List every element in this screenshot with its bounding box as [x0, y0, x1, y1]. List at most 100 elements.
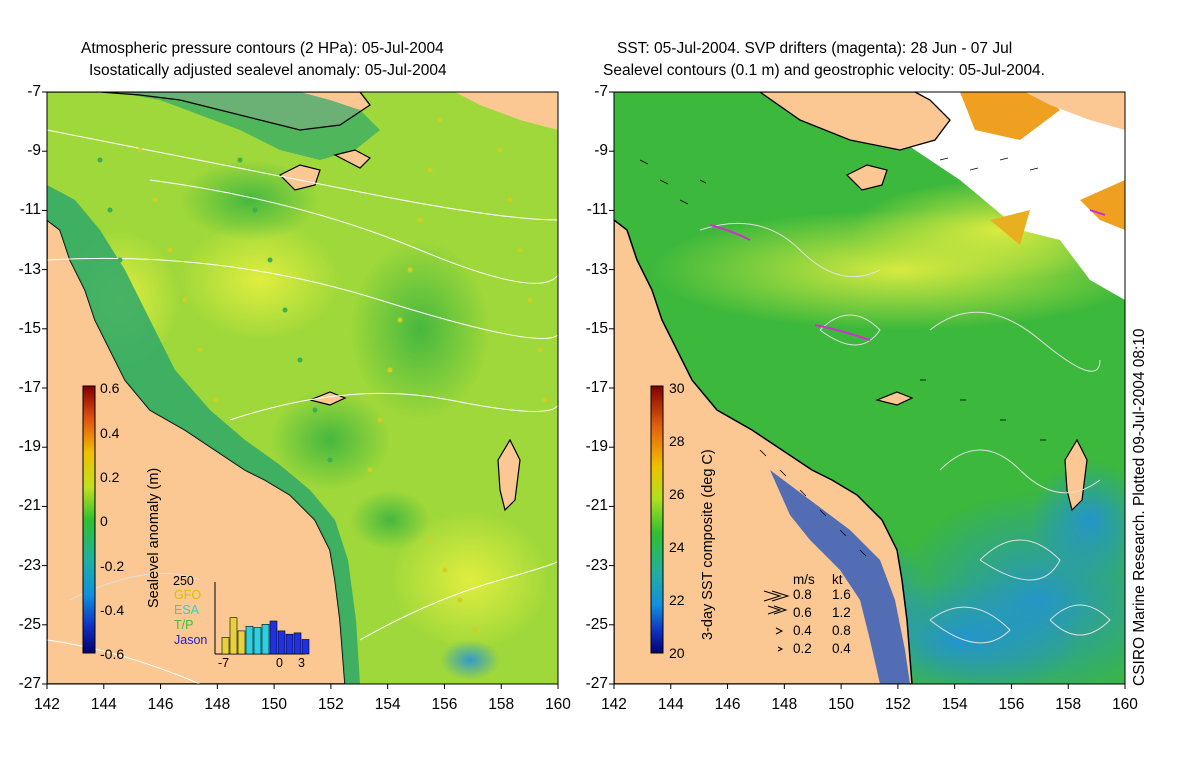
left-colorbar	[82, 385, 96, 654]
velocity-arrows	[639, 157, 1046, 557]
inset-bar	[261, 623, 270, 655]
left-title-line2: Isostatically adjusted sealevel anomaly:…	[89, 62, 447, 79]
inset-x-tick: 3	[298, 656, 305, 670]
lon-tick-label: 150	[261, 696, 288, 713]
lon-tick-label: 146	[147, 696, 174, 713]
lon-tick-label: 148	[771, 696, 798, 713]
inset-label-jason: Jason	[174, 633, 208, 647]
right-cb-tick: 24	[669, 539, 685, 555]
inset-bar	[221, 637, 230, 655]
lat-tick-label: -13	[18, 260, 41, 278]
left-cb-tick: -0.6	[100, 646, 125, 662]
lon-tick-label: 144	[657, 696, 684, 713]
left-cb-tick: 0.4	[100, 425, 120, 441]
inset-bar	[229, 617, 238, 655]
lat-tick-label: -7	[594, 83, 608, 100]
inset-x-tick: 0	[276, 656, 283, 670]
lon-tick-label: 154	[374, 696, 401, 713]
lon-tick-label: 156	[431, 696, 458, 713]
lat-tick-label: -11	[586, 201, 608, 219]
lat-tick-label: -9	[594, 142, 608, 160]
velocity-legend-kt: 1.6	[832, 587, 851, 602]
right-cb-tick: 22	[669, 592, 685, 608]
lon-tick-label: 148	[204, 696, 231, 713]
inset-label-esa: ESA	[174, 603, 200, 617]
left-satellite-tracks	[137, 117, 548, 633]
right-land-australia	[614, 219, 913, 684]
right-title-line1: SST: 05-Jul-2004. SVP drifters (magenta)…	[617, 40, 1013, 57]
velocity-legend-ms: 0.2	[793, 641, 812, 656]
velocity-legend-ms: 0.6	[793, 605, 812, 620]
lon-tick-label: 160	[1112, 696, 1138, 713]
lat-tick-label: -15	[585, 319, 608, 337]
lat-tick-label: -7	[27, 83, 41, 100]
lon-tick-label: 156	[998, 696, 1025, 713]
lat-tick-label: -11	[19, 201, 41, 219]
inset-bar	[245, 625, 254, 655]
lon-tick-label: 142	[601, 696, 627, 713]
lat-tick-label: -23	[18, 556, 41, 574]
lat-tick-label: -19	[585, 438, 608, 456]
lat-tick-label: -21	[585, 497, 608, 515]
inset-bar	[253, 627, 262, 655]
lat-tick-label: -27	[18, 675, 41, 692]
right-cb-tick: 20	[669, 645, 685, 661]
right-map	[614, 92, 1125, 684]
velocity-legend-kt: 0.8	[832, 623, 851, 638]
lat-tick-label: -25	[18, 615, 41, 633]
left-cb-tick: 0.6	[100, 380, 120, 396]
lat-tick-label: -19	[18, 438, 41, 456]
inset-x-tick: -7	[218, 656, 230, 670]
lon-tick-label: 158	[488, 696, 515, 713]
lon-tick-label: 160	[545, 696, 571, 713]
lat-tick-label: -27	[585, 675, 608, 692]
velocity-legend-kt: 1.2	[832, 605, 851, 620]
inset-bar	[269, 620, 278, 655]
velocity-legend-arrows	[763, 590, 790, 652]
drifter-track	[1089, 209, 1106, 216]
right-colorbar-label: 3-day SST composite (deg C)	[700, 449, 716, 640]
lat-tick-label: -23	[585, 556, 608, 574]
lat-tick-label: -15	[18, 319, 41, 337]
left-inset-histogram	[214, 582, 310, 655]
right-cb-tick: 30	[669, 380, 685, 396]
lon-tick-label: 152	[884, 696, 911, 713]
velocity-legend-ms-header: m/s	[793, 572, 815, 587]
right-title-line2: Sealevel contours (0.1 m) and geostrophi…	[603, 62, 1045, 79]
right-cb-tick: 26	[669, 486, 685, 502]
drifter-track	[709, 224, 751, 241]
velocity-legend-ms: 0.4	[793, 623, 812, 638]
left-colorbar-label: Sealevel anomaly (m)	[146, 467, 162, 608]
velocity-legend-kt-header: kt	[832, 572, 843, 587]
inset-bar	[277, 630, 286, 655]
velocity-legend-ms: 0.8	[793, 587, 812, 602]
inset-y-tick: 250	[173, 574, 194, 588]
lon-tick-label: 146	[714, 696, 741, 713]
drifter-track	[814, 324, 871, 341]
inset-label-tp: T/P	[174, 618, 194, 632]
lon-tick-label: 144	[90, 696, 117, 713]
lat-tick-label: -21	[18, 497, 41, 515]
lat-tick-label: -17	[18, 379, 41, 396]
lon-tick-label: 152	[317, 696, 344, 713]
left-cb-tick: -0.2	[100, 558, 125, 574]
right-land-png	[614, 92, 951, 151]
lon-tick-label: 142	[34, 696, 60, 713]
inset-label-gfo: GFO	[174, 588, 202, 602]
lon-tick-label: 154	[941, 696, 968, 713]
lon-tick-label: 150	[828, 696, 855, 713]
lat-tick-label: -25	[585, 615, 608, 633]
inset-bar	[293, 632, 302, 655]
lat-tick-label: -17	[585, 379, 608, 396]
lon-tick-label: 158	[1055, 696, 1082, 713]
left-cb-tick: 0	[100, 513, 108, 529]
lat-tick-label: -9	[27, 142, 41, 160]
inset-bar	[285, 633, 294, 655]
inset-bar	[301, 639, 310, 655]
left-title-line1: Atmospheric pressure contours (2 HPa): 0…	[81, 40, 444, 57]
left-cb-tick: -0.4	[100, 602, 125, 618]
inset-bar	[237, 630, 246, 655]
left-cb-tick: 0.2	[100, 469, 120, 485]
velocity-legend-kt: 0.4	[832, 641, 851, 656]
